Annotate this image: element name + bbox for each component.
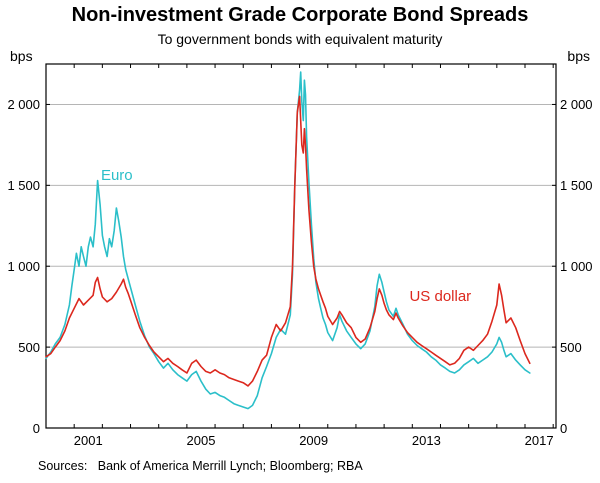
x-tick-label-2009: 2009 bbox=[299, 433, 329, 448]
y-tick-label-left-1000: 1 000 bbox=[7, 259, 40, 275]
y-axis-unit-left: bps bbox=[10, 48, 33, 64]
y-tick-label-right-1000: 1 000 bbox=[560, 259, 593, 275]
series-line-us-dollar bbox=[45, 95, 531, 387]
chart-title: Non-investment Grade Corporate Bond Spre… bbox=[71, 4, 529, 26]
y-tick-label-right-2000: 2 000 bbox=[560, 97, 593, 113]
y-tick-label-left-0: 0 bbox=[32, 421, 40, 436]
y-axis-unit-right: bps bbox=[567, 48, 590, 64]
chart-subtitle: To government bonds with equivalent matu… bbox=[157, 31, 443, 47]
y-tick-label-right-500: 500 bbox=[560, 340, 582, 356]
y-tick-label-left-2000: 2 000 bbox=[7, 97, 40, 113]
series-label-euro: Euro bbox=[100, 166, 133, 184]
sources-note: Sources: Bank of America Merrill Lynch; … bbox=[38, 459, 363, 473]
series-label-us-dollar: US dollar bbox=[409, 287, 472, 305]
y-tick-label-right-1500: 1 500 bbox=[560, 178, 593, 194]
x-tick-label-2005: 2005 bbox=[186, 433, 216, 448]
y-tick-label-left-500: 500 bbox=[18, 340, 40, 356]
x-tick-label-2001: 2001 bbox=[73, 433, 103, 448]
plot-frame bbox=[45, 63, 557, 429]
x-tick-label-2017: 2017 bbox=[524, 433, 554, 448]
x-tick-label-2013: 2013 bbox=[411, 433, 441, 448]
y-tick-label-right-0: 0 bbox=[560, 421, 568, 436]
y-tick-label-left-1500: 1 500 bbox=[7, 178, 40, 194]
series-line-euro bbox=[45, 71, 531, 410]
